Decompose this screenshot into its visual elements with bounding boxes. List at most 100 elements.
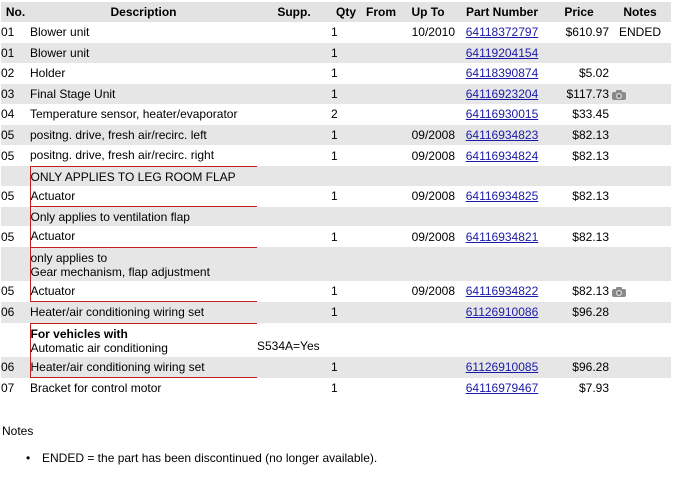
cell-empty [609,323,671,357]
cell-notes [609,356,671,378]
part-number-link[interactable]: 64116934825 [465,189,539,203]
cell-supp [257,301,331,323]
cell-empty [549,166,609,186]
part-number-link[interactable]: 64119204154 [465,45,539,60]
applies-note-row: For vehicles with Automatic air condition… [1,322,671,357]
part-number-link[interactable]: 64116934822 [465,284,539,298]
part-number-link[interactable]: 64116934823 [465,127,539,142]
cell-from [361,22,401,43]
col-header-notes[interactable]: Notes [609,2,671,22]
applies-note-row: ONLY APPLIES TO LEG ROOM FLAP [1,165,671,186]
cell-from [361,145,401,166]
table-row[interactable]: 05 Actuator 1 09/2008 64116934821 $82.13 [1,226,671,248]
table-row[interactable]: 02 Holder 1 64118390874 $5.02 [1,63,671,84]
col-header-supp[interactable]: Supp. [257,2,331,22]
cell-notes [609,226,671,247]
cell-upto: 09/2008 [411,229,455,244]
cell-from [361,104,401,125]
cell-notes [609,124,671,145]
cell-price: $82.13 [572,189,609,203]
cell-qty: 1 [331,148,338,163]
vehicles-condition: Automatic air conditioning [30,340,168,355]
cell-supp [257,83,331,104]
cell-qty: 1 [331,381,338,395]
cell-supp [257,63,331,84]
table-row[interactable]: 05 Actuator 1 09/2008 64116934822 $82.13 [1,280,671,302]
part-number-link[interactable]: 64116923204 [465,86,539,101]
cell-from [361,63,401,84]
cell-description: Final Stage Unit [30,83,257,104]
cell-no-empty [1,166,30,186]
cell-supp-condition [257,247,331,281]
cell-qty: 1 [331,284,338,298]
table-row[interactable]: 01 Blower unit 1 10/2010 64118372797 $610.97 E… [1,22,671,43]
cell-description: Blower unit [30,42,257,63]
cell-empty [455,206,549,226]
cell-description: Heater/air conditioning wiring set [30,301,257,323]
cell-upto [401,301,455,323]
parts-table: No. Description Supp. Qty From Up To Par… [1,2,671,399]
table-row[interactable]: 05 positng. drive, fresh air/recirc. righ… [1,145,671,166]
cell-qty: 1 [331,66,338,81]
col-header-price[interactable]: Price [549,2,609,22]
cell-description: positng. drive, fresh air/recirc. left [30,124,257,145]
cell-from [361,356,401,378]
cell-empty [455,323,549,357]
cell-upto [401,42,455,63]
cell-description: Actuator [29,185,257,207]
notes-heading: Notes [2,424,34,438]
applies-note-row: only applies to Gear mechanism, flap adju… [1,246,671,281]
cell-empty [361,247,401,281]
cell-qty: 1 [331,229,338,244]
cell-supp-condition [257,166,331,186]
cell-price: $96.28 [549,356,609,378]
cell-upto [401,356,455,378]
part-number-link[interactable]: 64116934824 [465,148,539,163]
cell-supp [257,186,331,207]
part-number-link[interactable]: 61126910085 [465,360,539,374]
cell-description: Heater/air conditioning wiring set [29,356,257,378]
cell-part-number: 64116934822 [455,281,549,302]
camera-icon[interactable] [611,89,627,101]
cell-price: $82.13 [572,284,609,298]
camera-icon[interactable] [611,286,627,298]
cell-supp-condition [257,206,331,226]
cell-notes [609,301,671,323]
cell-description: Temperature sensor, heater/evaporator [30,107,238,122]
col-header-from[interactable]: From [361,2,401,22]
table-row[interactable]: 06 Heater/air conditioning wiring set 1 611… [1,301,671,323]
col-header-upto[interactable]: Up To [401,2,455,22]
col-header-part-number[interactable]: Part Number [455,2,549,22]
cell-supp [257,22,331,43]
cell-part-number: 64116934824 [455,145,549,166]
part-number-link[interactable]: 64118372797 [465,25,539,40]
part-number-link[interactable]: 64118390874 [465,66,539,81]
cell-empty [331,323,361,357]
cell-description: Bracket for control motor [30,381,162,396]
cell-upto: 09/2008 [411,284,455,298]
applies-note-line: Only applies to ventilation flap [30,210,190,224]
cell-supp [257,145,331,166]
col-header-qty[interactable]: Qty [331,2,361,22]
cell-no-empty [1,206,30,226]
part-number-link[interactable]: 64116979467 [465,381,539,395]
table-row[interactable]: 03 Final Stage Unit 1 64116923204 $117.73 [1,83,671,104]
part-number-link[interactable]: 64116930015 [465,107,539,122]
part-number-link[interactable]: 61126910086 [465,305,539,320]
cell-notes [609,83,671,104]
table-row[interactable]: 04 Temperature sensor, heater/evaporator 2… [1,104,671,125]
table-row[interactable]: 07 Bracket for control motor 1 64116979467 $… [1,378,671,399]
part-number-link[interactable]: 64116934821 [465,229,539,244]
table-row[interactable]: 06 Heater/air conditioning wiring set 1 611… [1,356,671,378]
col-header-no[interactable]: No. [1,2,30,22]
table-row[interactable]: 05 Actuator 1 09/2008 64116934825 $82.13 [1,185,671,207]
cell-price: $33.45 [572,107,609,122]
cell-price: $5.02 [578,66,609,81]
cell-part-number: 64116979467 [455,378,549,399]
cell-part-number: 64116934825 [455,186,549,207]
col-header-description[interactable]: Description [30,2,257,22]
table-row[interactable]: 01 Blower unit 1 64119204154 [1,42,671,63]
cell-no: 05 [1,229,15,244]
table-row[interactable]: 05 positng. drive, fresh air/recirc. left… [1,124,671,145]
cell-part-number: 64116934823 [455,124,549,145]
